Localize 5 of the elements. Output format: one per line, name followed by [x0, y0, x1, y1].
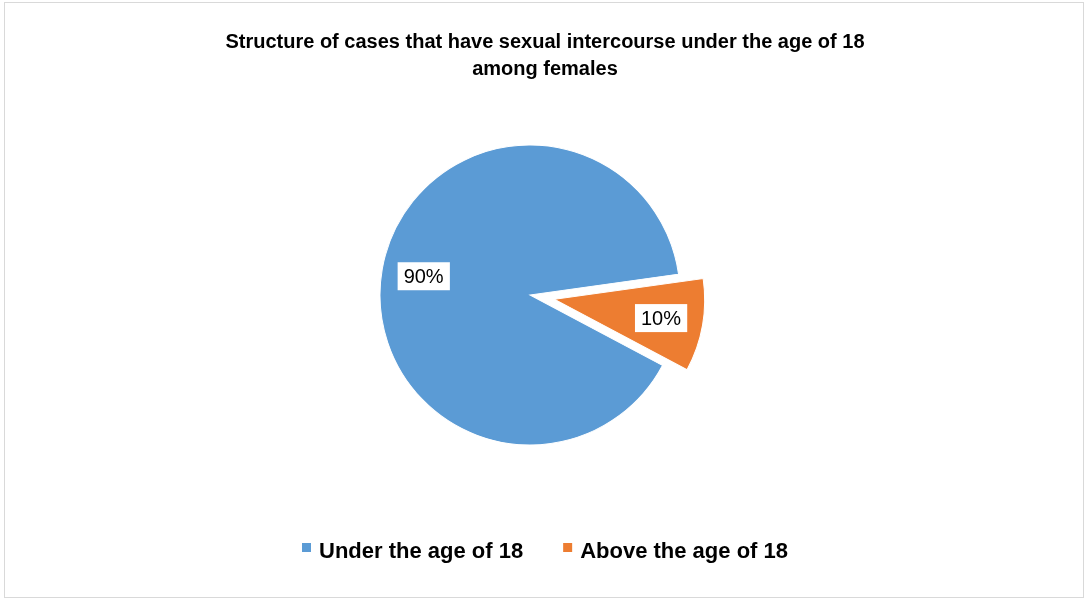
chart-title: Structure of cases that have sexual intercourse under the age of 18 among females	[224, 29, 866, 81]
data-label: 90%	[403, 265, 444, 288]
legend-label: Above the age of 18	[580, 537, 788, 563]
data-label: 10%	[640, 307, 682, 330]
legend-label: Under the age of 18	[319, 537, 524, 563]
